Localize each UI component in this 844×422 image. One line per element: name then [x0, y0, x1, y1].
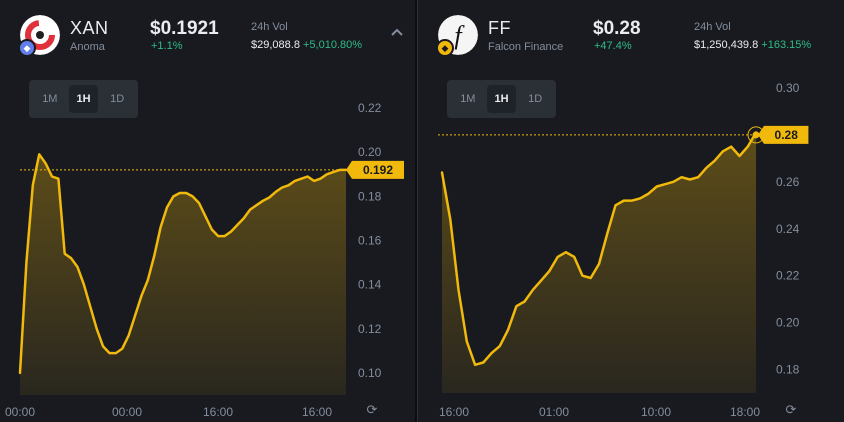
bnb-chain-icon: ◆	[436, 39, 454, 57]
volume-change: +5,010.80%	[303, 39, 363, 51]
token-name: Falcon Finance	[488, 41, 564, 53]
token-symbol: FF	[488, 18, 511, 38]
timeframe-1m-button[interactable]: 1M	[42, 93, 58, 105]
price-line	[440, 131, 758, 367]
token-name: Anoma	[70, 41, 105, 53]
volume-row: $29,088.8 +5,010.80%	[251, 39, 362, 51]
token-card-xan[interactable]: ◆ XAN Anoma $0.1921 +1.1% 24h Vol $29,08…	[0, 0, 415, 422]
card-header: f ◆ FF Falcon Finance $0.28 +47.4% 24h V…	[418, 0, 844, 70]
x-axis-tick: 00:00	[5, 405, 35, 419]
y-axis-tick: 0.20	[776, 316, 800, 330]
x-axis-tick: 16:00	[439, 405, 469, 419]
y-axis-tick: 0.24	[776, 222, 800, 236]
y-axis-tick: 0.26	[776, 175, 800, 189]
x-axis-tick: 00:00	[112, 405, 142, 419]
token-logo: f ◆	[436, 15, 478, 57]
y-axis-tick: 0.22	[776, 269, 800, 283]
price-chart[interactable]: 0.22 0.20 0.18 0.16 0.14 0.12 0.10 00:00 00:00 16…	[0, 0, 415, 422]
price-chart[interactable]: 0.30 0.28 0.26 0.24 0.22 0.20 0.18 16:00 01:00 10…	[418, 0, 844, 422]
y-axis-tick: 0.10	[358, 366, 382, 380]
timeframe-1d-button[interactable]: 1D	[110, 93, 125, 105]
current-price-tag	[346, 160, 404, 179]
timeframe-1d-button[interactable]: 1D	[528, 93, 543, 105]
y-axis-tick: 0.18	[776, 363, 800, 377]
current-price-dot	[752, 131, 760, 139]
x-axis-tick: 16:00	[203, 405, 233, 419]
refresh-icon[interactable]: ⟳	[785, 402, 797, 417]
price-change: +1.1%	[151, 40, 183, 52]
volume-value: $29,088.8	[251, 39, 300, 51]
collapse-icon[interactable]	[389, 24, 405, 40]
volume-value: $1,250,439.8	[694, 39, 759, 51]
timeframe-selector: 1M 1H 1D	[29, 80, 138, 118]
x-axis-tick: 16:00	[302, 405, 332, 419]
svg-text:f: f	[454, 21, 465, 50]
volume-label: 24h Vol	[694, 21, 731, 33]
y-axis-tick: 0.30	[776, 81, 800, 95]
current-price-label: 0.28	[775, 128, 799, 142]
price-change: +47.4%	[594, 40, 632, 52]
card-header: ◆ XAN Anoma $0.1921 +1.1% 24h Vol $29,08…	[0, 0, 415, 70]
x-axis-tick: 01:00	[539, 405, 569, 419]
y-axis-tick: 0.14	[358, 278, 382, 292]
price-area	[442, 132, 756, 393]
y-axis-tick: 0.22	[358, 101, 382, 115]
x-axis-tick: 18:00	[730, 405, 760, 419]
x-axis-tick: 10:00	[641, 405, 671, 419]
timeframe-1h-button[interactable]: 1H	[486, 85, 517, 113]
timeframe-1m-button[interactable]: 1M	[460, 93, 476, 105]
token-symbol: XAN	[70, 18, 109, 38]
price-area	[20, 154, 346, 395]
current-price-tag	[758, 125, 809, 144]
timeframe-selector: 1M 1H 1D	[447, 80, 556, 118]
volume-change: +163.15%	[761, 39, 812, 51]
current-price-label: 0.192	[363, 163, 393, 177]
token-price: $0.28	[593, 18, 641, 39]
token-price: $0.1921	[150, 18, 219, 39]
timeframe-1h-button[interactable]: 1H	[68, 85, 99, 113]
y-axis-tick: 0.16	[358, 234, 382, 248]
token-logo: ◆	[18, 15, 60, 57]
price-line	[18, 153, 348, 375]
ethereum-icon: ◆	[18, 39, 36, 57]
y-axis-tick: 0.20	[358, 145, 382, 159]
y-axis-tick: 0.18	[358, 189, 382, 203]
volume-label: 24h Vol	[251, 21, 288, 33]
y-axis-tick: 0.12	[358, 322, 382, 336]
refresh-icon[interactable]: ⟳	[366, 402, 378, 417]
volume-row: $1,250,439.8 +163.15%	[694, 39, 811, 51]
token-card-ff[interactable]: f ◆ FF Falcon Finance $0.28 +47.4% 24h V…	[417, 0, 844, 422]
